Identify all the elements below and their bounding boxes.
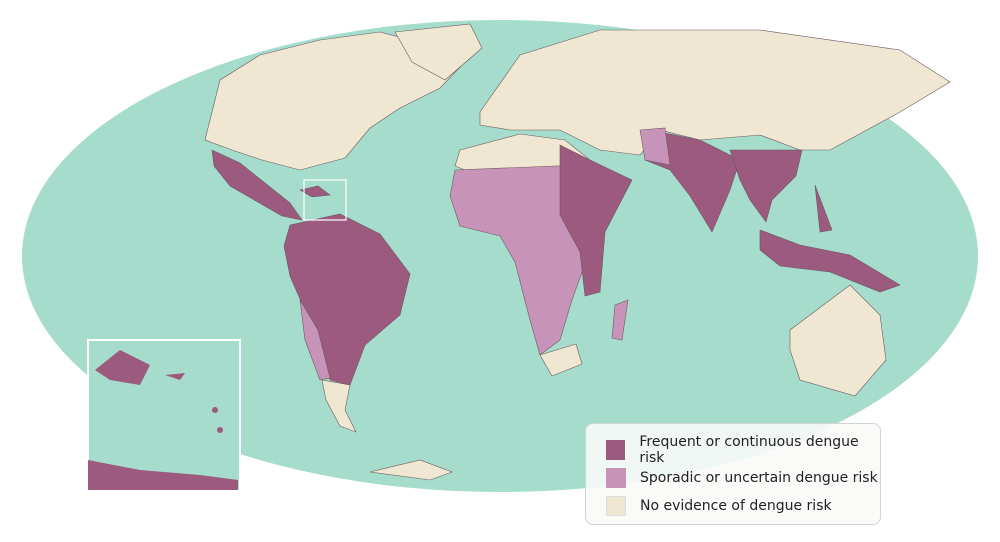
region-caribbean (299, 185, 331, 198)
region-central-america (211, 149, 303, 221)
region-south-america (283, 213, 411, 386)
region-philippines (814, 184, 833, 233)
legend-swatch-sporadic (606, 468, 626, 488)
legend-swatch-frequent (606, 440, 626, 460)
region-australia (789, 284, 887, 397)
region-southern-cone (321, 379, 357, 433)
legend-item-sporadic: Sporadic or uncertain dengue risk (606, 464, 880, 492)
legend-swatch-no-risk (606, 496, 626, 516)
legend-label: Sporadic or uncertain dengue risk (640, 470, 878, 486)
region-south-america-sporadic (299, 299, 331, 381)
region-eurasia (479, 29, 951, 156)
region-indonesia (759, 229, 901, 293)
region-antarctica (369, 459, 453, 481)
inset-marker (303, 179, 347, 221)
legend-label: Frequent or continuous dengue risk (639, 434, 859, 466)
legend-item-no-risk: No evidence of dengue risk (606, 492, 880, 520)
legend-label: No evidence of dengue risk (640, 498, 832, 514)
caribbean-inset (87, 339, 241, 491)
legend-item-frequent: Frequent or continuous dengue risk (606, 434, 880, 466)
region-pakistan-sporadic (639, 127, 671, 166)
region-north-america (204, 31, 466, 171)
region-madagascar (611, 299, 629, 341)
region-southeast-asia (729, 149, 803, 223)
region-greenland (394, 23, 483, 81)
region-southern-africa (539, 343, 583, 377)
region-east-africa (559, 144, 633, 297)
legend: Frequent or continuous dengue risk Spora… (585, 423, 881, 525)
